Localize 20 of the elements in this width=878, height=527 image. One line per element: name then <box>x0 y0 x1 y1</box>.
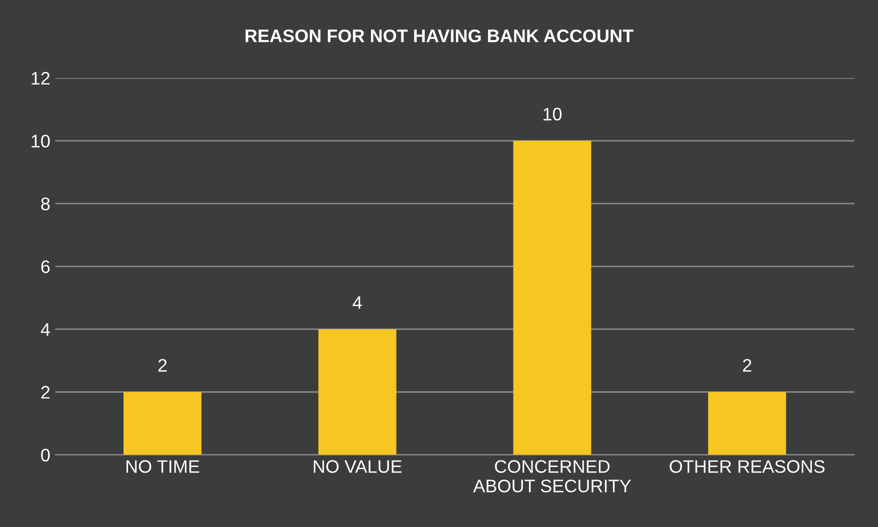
y-tick-label: 10 <box>32 134 50 148</box>
bar <box>513 140 592 455</box>
y-tick-label: 2 <box>41 386 50 399</box>
bar <box>124 392 202 455</box>
x-tick-label: OTHER REASONS <box>670 460 825 473</box>
y-tick-label: 0 <box>41 448 50 462</box>
data-label: 10 <box>544 108 562 121</box>
data-label: 2 <box>158 358 167 372</box>
x-tick-label: CONCERNED ABOUT SECURITY <box>473 460 631 492</box>
chart-title: REASON FOR NOT HAVING BANK ACCOUNT <box>246 29 634 42</box>
y-tick-label: 8 <box>41 198 50 210</box>
data-label: 2 <box>743 358 752 372</box>
bar <box>318 329 396 455</box>
data-label: 4 <box>352 296 362 309</box>
x-tick-label: NO TIME <box>126 460 200 473</box>
y-tick-label: 12 <box>32 72 50 85</box>
x-tick-label: NO VALUE <box>314 460 402 473</box>
y-tick-label: 6 <box>41 260 50 274</box>
y-tick-label: 4 <box>40 323 50 336</box>
bar <box>708 392 786 455</box>
